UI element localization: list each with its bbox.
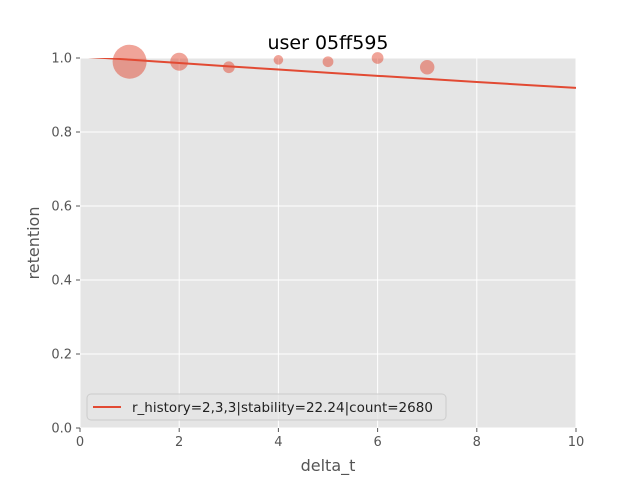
gridlines	[79, 57, 577, 429]
scatter-point	[371, 52, 384, 64]
y-tick-label: 1.0	[51, 52, 72, 67]
x-tick-label: 2	[175, 435, 183, 450]
y-tick-label: 0.4	[51, 274, 72, 289]
legend-entry: r_history=2,3,3|stability=22.24|count=26…	[132, 400, 433, 416]
y-tick-label: 0.2	[51, 348, 72, 363]
x-tick-label: 10	[568, 435, 585, 450]
y-tick-label: 0.8	[51, 126, 72, 141]
chart-title: user 05ff595	[267, 32, 388, 54]
x-tick-label: 0	[76, 435, 84, 450]
plot-background	[80, 58, 576, 428]
scatter-point	[170, 52, 189, 71]
x-tick-label: 6	[373, 435, 381, 450]
y-tick-label: 0.0	[51, 422, 72, 437]
y-tick-label: 0.6	[51, 200, 72, 215]
fit-curve-line	[88, 58, 576, 89]
x-ticks: 0 2 4 6 8 10	[76, 428, 584, 450]
scatter-point	[273, 55, 284, 65]
fit-curve-group	[88, 58, 576, 89]
x-tick-label: 4	[274, 435, 282, 450]
x-tick-label: 8	[473, 435, 481, 450]
scatter-point	[112, 44, 147, 79]
x-axis-title: delta_t	[301, 456, 356, 476]
scatter-point	[322, 56, 334, 68]
y-axis-title: retention	[24, 207, 43, 280]
legend-box	[86, 393, 447, 421]
scatter-points	[112, 44, 435, 79]
scatter-point	[419, 60, 435, 75]
y-ticks: 0.0 0.2 0.4 0.6 0.8 1.0	[51, 52, 80, 437]
legend: r_history=2,3,3|stability=22.24|count=26…	[86, 393, 447, 421]
